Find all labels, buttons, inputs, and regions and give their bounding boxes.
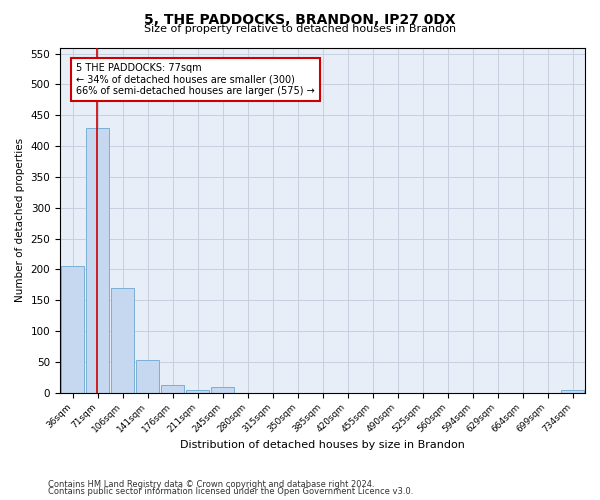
Bar [136,360,160,392]
Bar [161,384,184,392]
Text: Contains HM Land Registry data © Crown copyright and database right 2024.: Contains HM Land Registry data © Crown c… [48,480,374,489]
Bar [185,390,209,392]
Text: Contains public sector information licensed under the Open Government Licence v3: Contains public sector information licen… [48,487,413,496]
Y-axis label: Number of detached properties: Number of detached properties [15,138,25,302]
Bar [560,390,584,392]
Bar [211,387,235,392]
Text: 5 THE PADDOCKS: 77sqm
← 34% of detached houses are smaller (300)
66% of semi-det: 5 THE PADDOCKS: 77sqm ← 34% of detached … [76,63,315,96]
Bar [110,288,134,393]
Bar [61,266,85,392]
Text: 5, THE PADDOCKS, BRANDON, IP27 0DX: 5, THE PADDOCKS, BRANDON, IP27 0DX [144,12,456,26]
Text: Size of property relative to detached houses in Brandon: Size of property relative to detached ho… [144,24,456,34]
Bar [86,128,109,392]
X-axis label: Distribution of detached houses by size in Brandon: Distribution of detached houses by size … [180,440,465,450]
